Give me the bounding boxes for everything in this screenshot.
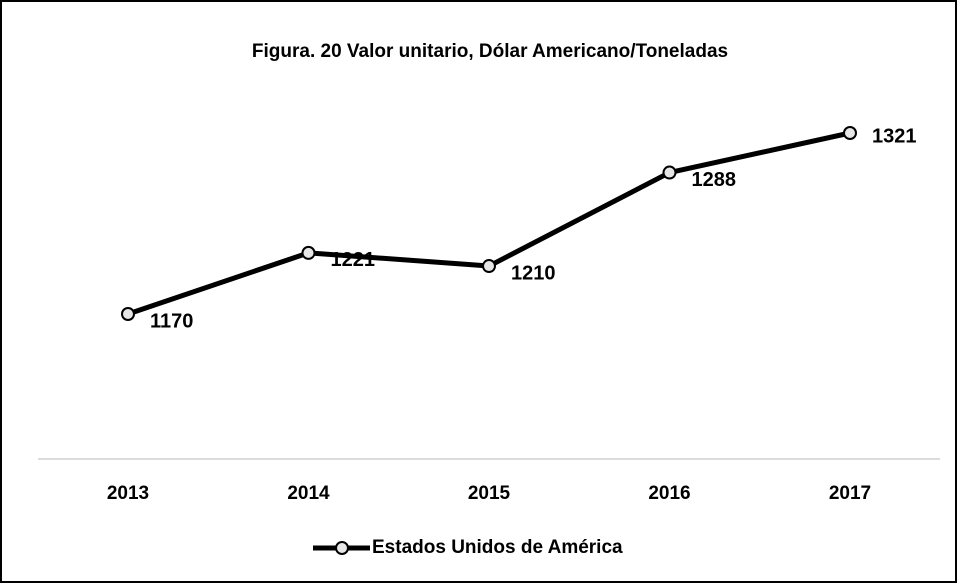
legend-label: Estados Unidos de América bbox=[372, 537, 623, 558]
chart-title: Figura. 20 Valor unitario, Dólar America… bbox=[252, 41, 728, 62]
data-label: 1221 bbox=[331, 249, 376, 271]
x-tick-label: 2017 bbox=[829, 483, 871, 504]
legend-marker bbox=[335, 541, 349, 555]
x-tick-label: 2014 bbox=[287, 483, 330, 504]
data-label: 1288 bbox=[692, 169, 737, 191]
x-tick-label: 2016 bbox=[648, 483, 690, 504]
x-tick-label: 2013 bbox=[107, 483, 149, 504]
marker bbox=[301, 245, 316, 260]
data-label: 1170 bbox=[150, 310, 193, 332]
marker bbox=[121, 307, 135, 321]
data-label: 1210 bbox=[511, 262, 556, 284]
data-label: 1321 bbox=[872, 125, 917, 147]
x-tick-label: 2015 bbox=[468, 483, 511, 504]
marker bbox=[843, 126, 857, 140]
marker bbox=[662, 165, 677, 180]
marker bbox=[482, 259, 496, 274]
